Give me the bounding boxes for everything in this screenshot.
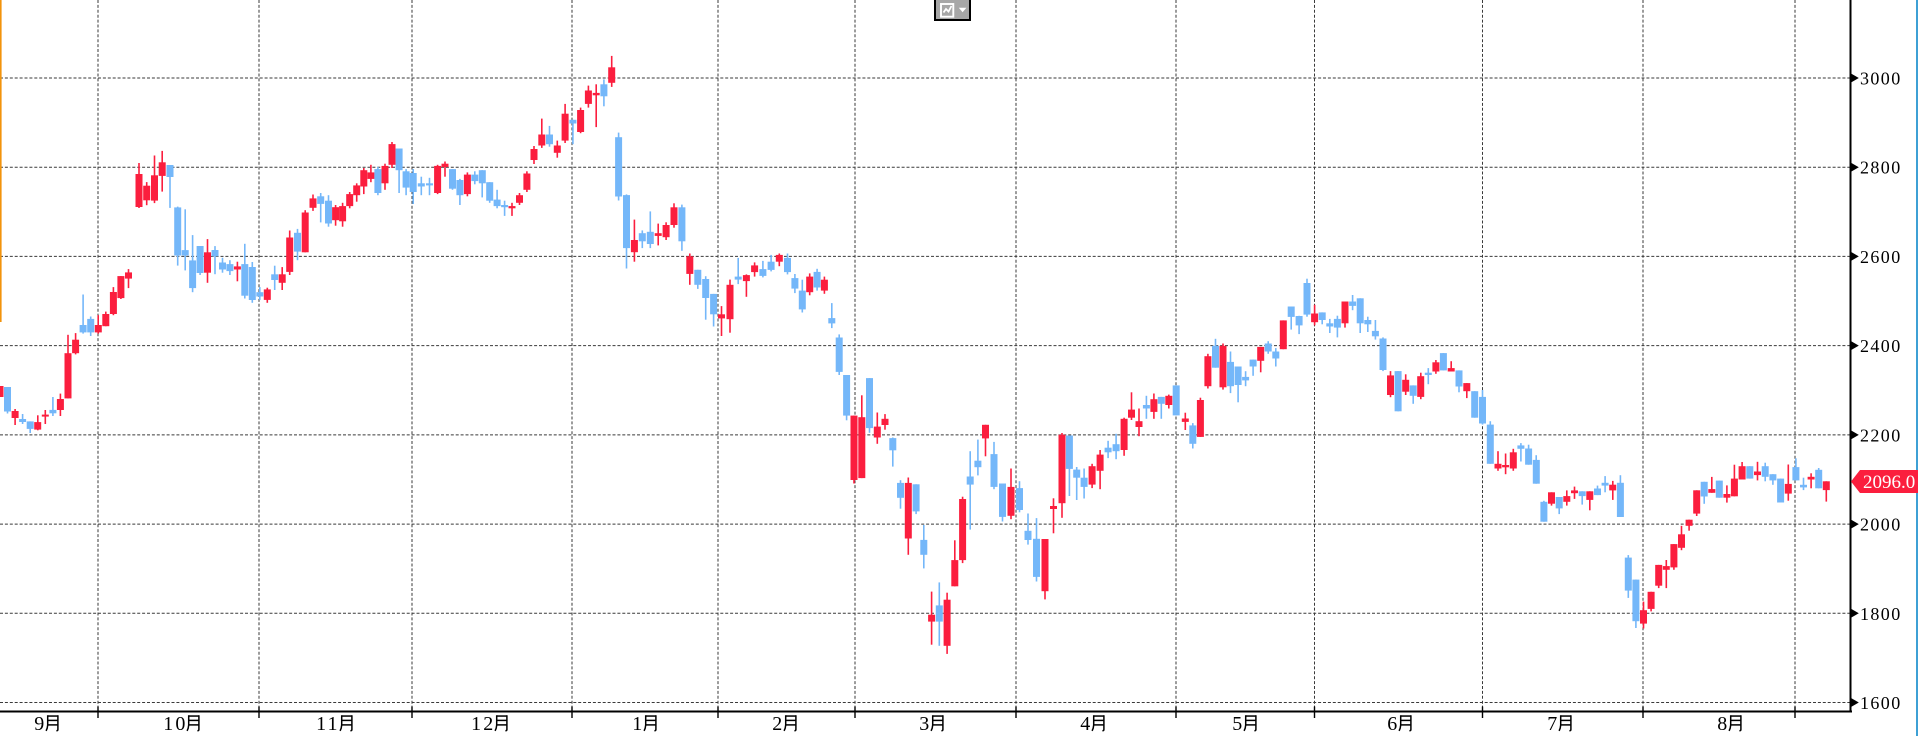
svg-text:1600: 1600: [1860, 693, 1902, 713]
svg-text:5: 5: [1232, 713, 1244, 735]
svg-text:2400: 2400: [1860, 336, 1902, 356]
svg-text:7: 7: [1547, 713, 1559, 735]
svg-text:3: 3: [919, 713, 931, 735]
svg-text:6: 6: [1387, 713, 1399, 735]
svg-text:2600: 2600: [1860, 247, 1902, 267]
svg-text:1: 1: [632, 713, 644, 735]
svg-text:2800: 2800: [1860, 158, 1902, 178]
svg-text:11: 11: [316, 713, 340, 735]
svg-text:10: 10: [163, 713, 187, 735]
svg-text:4: 4: [1080, 713, 1092, 735]
svg-text:8: 8: [1717, 713, 1729, 735]
svg-text:9: 9: [34, 713, 46, 735]
svg-text:1800: 1800: [1860, 604, 1902, 624]
svg-text:2096.0: 2096.0: [1863, 472, 1915, 493]
svg-text:3000: 3000: [1860, 69, 1902, 89]
svg-text:2: 2: [772, 713, 784, 735]
svg-text:2000: 2000: [1860, 515, 1902, 535]
svg-text:2200: 2200: [1860, 425, 1902, 445]
svg-text:12: 12: [471, 713, 495, 735]
